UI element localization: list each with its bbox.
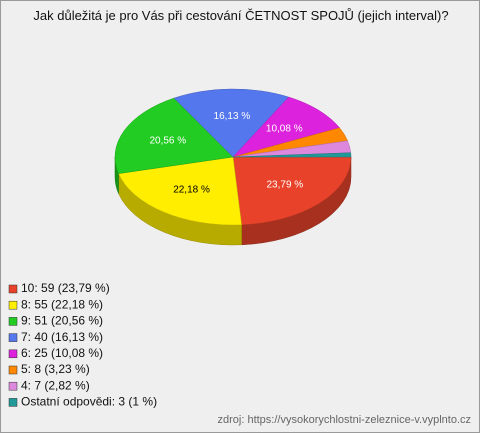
slice (173, 88, 290, 158)
chart-title: Jak důležitá je pro Vás při cestování ČE… (33, 8, 449, 23)
data-label: 16,13 % (214, 111, 251, 122)
legend-label: 9: 51 (20,56 %) (21, 314, 103, 328)
slice (114, 97, 234, 174)
data-label: 10,08 % (266, 123, 303, 134)
legend-label: 8: 55 (22,18 %) (21, 297, 103, 311)
legend-swatch (8, 284, 18, 294)
legend-label: 10: 59 (23,79 %) (21, 281, 110, 295)
legend-swatch (8, 300, 18, 310)
legend-label: 6: 25 (10,08 %) (21, 346, 103, 360)
slice (118, 156, 242, 226)
data-label: 22,18 % (173, 185, 210, 196)
legend-label: 4: 7 (2,82 %) (21, 378, 90, 392)
data-label: 20,56 % (149, 136, 186, 147)
legend-swatch (8, 349, 18, 359)
legend-swatch (8, 365, 18, 375)
legend-label: Ostatní odpovědi: 3 (1 %) (21, 395, 157, 409)
legend-swatch (8, 381, 18, 391)
legend-swatch (8, 333, 18, 342)
legend-swatch (8, 317, 18, 326)
legend-swatch (8, 398, 18, 407)
slice (232, 96, 341, 158)
source: zdroj: https://vysokorychlostni-zeleznic… (217, 414, 472, 426)
legend-label: 7: 40 (16,13 %) (21, 330, 103, 344)
data-label: 23,79 % (267, 179, 304, 190)
legend-label: 5: 8 (3,23 %) (21, 362, 90, 376)
slice (232, 152, 352, 158)
slice (232, 156, 352, 226)
